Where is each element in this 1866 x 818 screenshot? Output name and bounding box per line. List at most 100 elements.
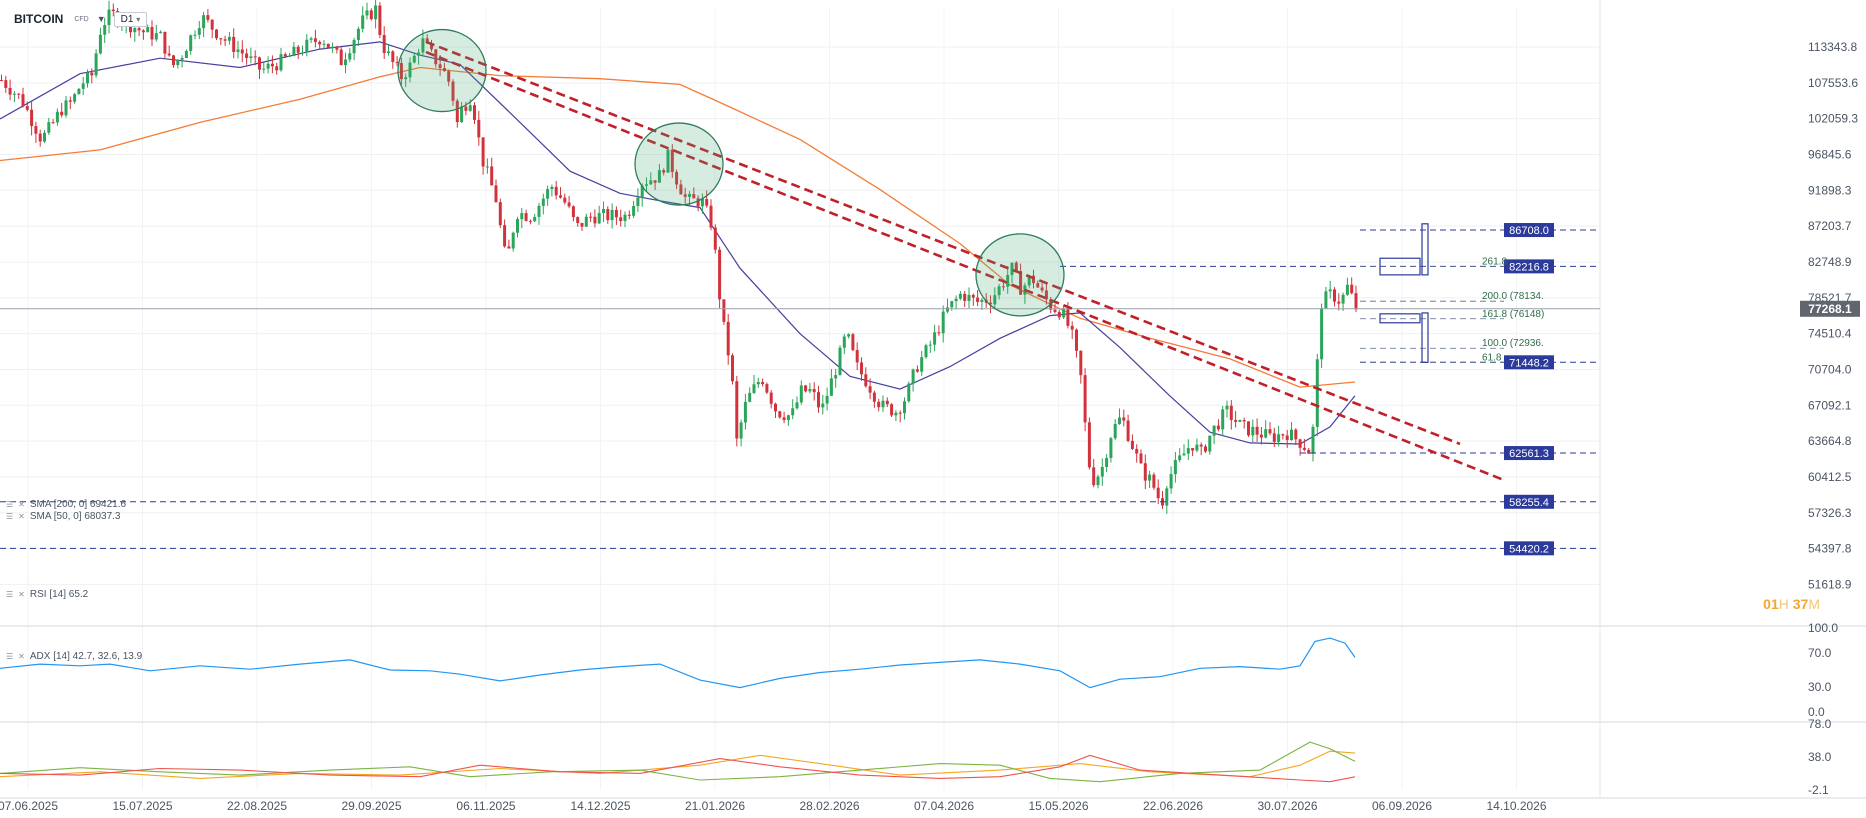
settings-icon[interactable]: ☰ <box>6 652 14 661</box>
timeframe-selector[interactable]: D1 ▾ <box>113 11 148 27</box>
candle-body <box>825 395 829 404</box>
candle-body <box>73 94 77 102</box>
sma50-series <box>0 41 1356 445</box>
date-tick-label: 15.07.2025 <box>112 799 172 813</box>
candle-body <box>1100 466 1104 477</box>
candle-body <box>460 106 464 123</box>
time-axis: 07.06.2025 15.07.2025 22.08.2025 29.09.2025… <box>0 799 1547 813</box>
fib-box[interactable] <box>1379 257 1421 276</box>
candle-body <box>627 214 631 216</box>
highlight-circle[interactable] <box>975 233 1065 317</box>
price-tick-label: 54397.8 <box>1808 542 1852 556</box>
candle-body <box>855 350 859 363</box>
level-label-box <box>1504 259 1554 274</box>
candle-body <box>971 294 975 298</box>
candle-body <box>412 55 416 63</box>
sma50-legend[interactable]: ☰ ✕ SMA [50, 0] 68037.3 <box>6 511 121 522</box>
minus-di-line <box>0 754 1356 783</box>
candle-body <box>748 392 752 402</box>
candle-body <box>1350 284 1354 294</box>
candle-body <box>817 392 820 408</box>
close-icon[interactable]: ✕ <box>18 652 25 661</box>
candle-body <box>1044 290 1048 300</box>
candle-body <box>68 100 72 102</box>
close-icon[interactable]: ✕ <box>18 500 25 509</box>
fib-box[interactable] <box>1421 223 1429 276</box>
candle-body <box>584 216 588 227</box>
candle-body <box>447 71 451 82</box>
level-label: 71448.2 <box>1509 357 1549 369</box>
settings-icon[interactable]: ☰ <box>6 500 14 509</box>
rsi-line <box>0 637 1356 689</box>
close-icon[interactable]: ✕ <box>18 590 25 599</box>
candle-body <box>1105 458 1109 467</box>
candle-body <box>589 216 593 218</box>
rsi-legend[interactable]: ☰ ✕ RSI [14] 65.2 <box>6 589 88 600</box>
fib-box[interactable] <box>1421 312 1429 363</box>
candle-body <box>1259 434 1263 438</box>
candle-body <box>606 209 610 221</box>
candle-body <box>1019 271 1023 295</box>
candle-body <box>301 52 304 54</box>
rsi-tick-label: 0.0 <box>1808 705 1825 719</box>
adx-tick-label: 78.0 <box>1808 717 1832 731</box>
price-tick-label: 60412.5 <box>1808 470 1852 484</box>
candle-body <box>1281 434 1285 436</box>
price-tick-label: 67092.1 <box>1808 398 1852 412</box>
candle-body <box>636 197 640 206</box>
candle-body <box>417 52 421 56</box>
candle-body <box>1139 453 1143 464</box>
candle-body <box>1079 350 1083 376</box>
price-tick-label: 102059.3 <box>1808 112 1858 126</box>
sma200-legend[interactable]: ☰ ✕ SMA [200, 0] 69421.6 <box>6 499 126 510</box>
candle-body <box>270 63 274 67</box>
candle-body <box>593 216 597 224</box>
candle-body <box>842 336 846 348</box>
close-icon[interactable]: ✕ <box>18 512 25 521</box>
adx-legend[interactable]: ☰ ✕ ADX [14] 42.7, 32.6, 13.9 <box>6 651 142 662</box>
candle-body <box>236 49 240 52</box>
candle-body <box>993 295 997 305</box>
rsi-tick-label: 70.0 <box>1808 646 1832 660</box>
settings-icon[interactable]: ☰ <box>6 512 14 521</box>
trendline[interactable] <box>425 40 1461 446</box>
price-tick-label: 51618.9 <box>1808 577 1852 591</box>
candle-body <box>808 389 812 392</box>
candles <box>0 0 1358 514</box>
fib-box[interactable] <box>1379 313 1421 324</box>
chevron-down-icon: ▾ <box>136 14 141 24</box>
candle-body <box>86 72 89 84</box>
candle-body <box>769 392 773 404</box>
highlight-circle[interactable] <box>397 28 487 113</box>
candle-body <box>98 34 102 54</box>
instrument-type: CFD <box>74 15 89 23</box>
candle-body <box>434 49 438 65</box>
candle-body <box>1113 424 1117 439</box>
symbol-dropdown-icon[interactable]: ▼ <box>96 14 106 24</box>
settings-icon[interactable]: ☰ <box>6 590 14 599</box>
candle-body <box>331 46 335 48</box>
candle-body <box>997 286 1001 296</box>
candle-body <box>498 202 502 226</box>
highlight-circle[interactable] <box>634 122 724 206</box>
candle-body <box>1036 283 1040 288</box>
adx-pane: 78.0 38.0 -2.1 <box>0 717 1832 797</box>
date-tick-label: 30.07.2026 <box>1257 799 1317 813</box>
date-tick-label: 06.11.2025 <box>456 799 515 813</box>
price-tick-label: 74510.4 <box>1808 327 1852 341</box>
date-tick-label: 29.09.2025 <box>341 799 401 813</box>
candle-body <box>159 31 163 34</box>
date-tick-label: 21.01.2026 <box>685 799 745 813</box>
candle-body <box>1053 309 1057 312</box>
candle-body <box>1251 426 1255 436</box>
candle-body <box>1208 435 1212 452</box>
trendline[interactable] <box>425 50 1506 482</box>
price-tick-label: 70704.0 <box>1808 362 1852 376</box>
candle-body <box>503 225 507 247</box>
candle-body <box>21 94 25 107</box>
candle-body <box>481 137 485 167</box>
symbol-name[interactable]: BITCOIN <box>14 12 64 26</box>
candle-body <box>1238 420 1242 422</box>
level-label-box <box>1504 355 1554 370</box>
